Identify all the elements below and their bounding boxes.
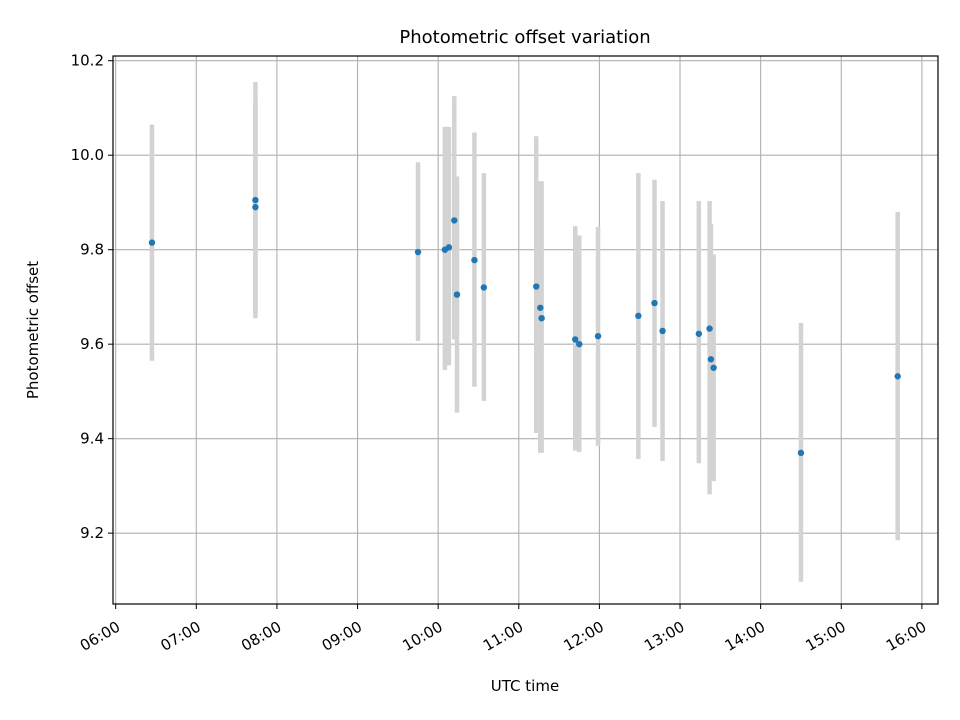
data-point	[445, 244, 453, 251]
chart-title: Photometric offset variation	[399, 27, 650, 48]
y-tick-label: 9.2	[80, 524, 104, 542]
x-axis-title: UTC time	[491, 677, 559, 695]
data-point	[252, 196, 259, 204]
data-point	[533, 283, 540, 290]
data-point	[894, 373, 901, 380]
y-tick-label: 10.2	[71, 52, 104, 70]
data-point	[572, 336, 579, 343]
y-axis: 9.2 9.4 9.6 9.8 10.0 10.2	[71, 52, 113, 542]
data-point	[414, 248, 422, 256]
data-point	[252, 203, 259, 211]
data-point	[148, 239, 156, 246]
data-point	[635, 312, 642, 320]
data-point	[451, 217, 458, 224]
data-point	[538, 314, 545, 322]
data-point	[651, 299, 658, 307]
y-tick-label: 9.6	[80, 335, 104, 353]
data-point	[710, 364, 717, 371]
data-point	[471, 256, 478, 264]
plot-area-background	[113, 56, 938, 604]
data-point	[537, 304, 544, 311]
data-point	[576, 340, 583, 348]
plot-frame	[112, 55, 939, 605]
data-point	[594, 332, 602, 340]
data-point	[707, 356, 715, 363]
data-point	[706, 325, 713, 332]
gridlines	[113, 56, 938, 604]
y-tick-label: 10.0	[71, 146, 104, 164]
y-axis-title: Photometric offset	[24, 261, 42, 399]
data-point	[659, 327, 666, 335]
y-tick-label: 9.4	[80, 430, 104, 448]
y-tick-label: 9.8	[80, 241, 104, 259]
data-point	[480, 284, 488, 291]
data-point	[453, 291, 461, 298]
data-point	[695, 330, 703, 337]
data-point	[797, 449, 805, 457]
data-points	[148, 196, 901, 457]
